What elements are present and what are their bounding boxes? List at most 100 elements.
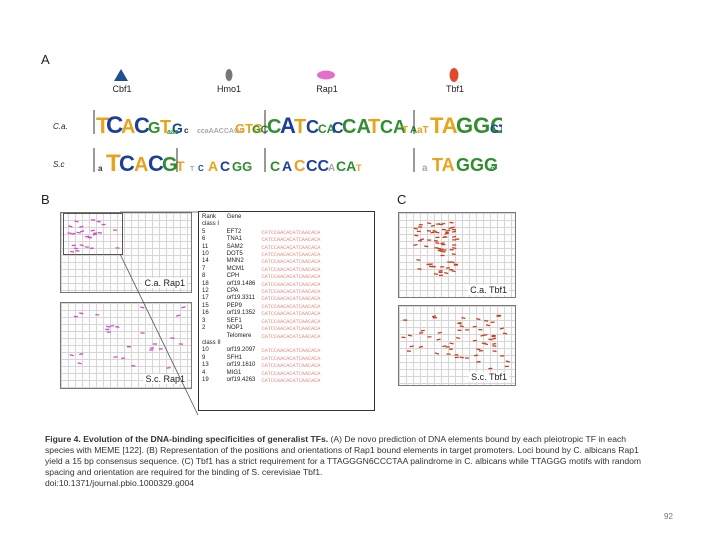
table-cell-seq: CATCCAACACATCAACACA xyxy=(261,251,321,259)
svg-text:CA: CA xyxy=(336,158,356,174)
svg-text:aac: aac xyxy=(167,129,179,136)
site-mark xyxy=(413,243,418,247)
table-row: 2 NOP1 CATCCAACACATCAACACA xyxy=(199,325,323,332)
table-cell-seq: CATCCAACACATCAACACA xyxy=(261,295,321,303)
site-mark xyxy=(71,232,76,235)
table-row: 16 orf19.1352 CATCCAACACATCAACACA xyxy=(199,310,323,317)
svg-text:T: T xyxy=(190,166,195,173)
site-mark xyxy=(479,349,484,352)
svg-text:CA: CA xyxy=(380,117,406,137)
grid-label-ca-tbf1: C.a. Tbf1 xyxy=(468,285,509,295)
grid-sc-tbf1: S.c. Tbf1 xyxy=(398,305,516,386)
svg-text:C: C xyxy=(332,120,344,137)
table-cell-rank: 17 xyxy=(202,295,209,302)
site-mark xyxy=(79,352,84,356)
site-mark xyxy=(115,325,120,328)
table-row: 4 MIG1 CATCCAACACATCAACACA xyxy=(199,370,323,377)
table-cell-seq: CATCCAACACATCAACACA xyxy=(261,236,321,244)
site-mark xyxy=(476,318,481,321)
site-mark xyxy=(459,325,464,328)
site-mark xyxy=(444,271,449,275)
site-mark xyxy=(491,337,497,340)
table-cell-rank: 5 xyxy=(202,228,206,235)
table-cell-rank: 14 xyxy=(202,258,209,265)
table-cell-seq: CATCCAACACATCAACACA xyxy=(261,310,321,318)
site-mark xyxy=(413,227,418,230)
tf-label-tbf1: Tbf1 xyxy=(445,84,464,94)
rap1-ellipse-icon xyxy=(317,70,335,80)
svg-text:T: T xyxy=(106,150,121,177)
site-mark xyxy=(407,334,413,337)
site-mark xyxy=(433,273,439,276)
table-row: 5 EFT2 CATCCAACACATCAACACA xyxy=(199,229,323,236)
table-cell-gene: orf19.1610 xyxy=(226,362,256,369)
svg-text:A: A xyxy=(280,113,296,138)
table-cell-rank: 3 xyxy=(202,317,206,324)
tf-label-cbf1: Cbf1 xyxy=(112,84,132,94)
table-cell-seq: CATCCAACACATCAACACA xyxy=(261,354,321,362)
svg-text:C: C xyxy=(198,164,204,173)
svg-text:ccaAACCAGG: ccaAACCAGG xyxy=(197,128,245,135)
table-cell-seq: CATCCAACACATCAACACA xyxy=(261,362,321,370)
site-mark xyxy=(79,225,84,228)
table-header-rank: Rank xyxy=(202,214,217,220)
site-mark xyxy=(68,225,73,228)
site-mark xyxy=(416,259,421,262)
table-class-1: class I xyxy=(202,221,220,228)
table-cell-rank: 18 xyxy=(202,280,209,287)
site-mark xyxy=(140,306,145,309)
table-cell-gene: SEF1 xyxy=(226,317,242,324)
svg-text:C: C xyxy=(294,158,306,175)
site-mark xyxy=(437,331,442,334)
table-cell-gene: MIG1 xyxy=(226,369,242,376)
svg-text:GGG: GGG xyxy=(456,155,498,175)
hmo1-ellipse-icon xyxy=(225,69,233,81)
svg-text:c: c xyxy=(490,164,495,173)
site-mark xyxy=(166,366,171,369)
site-mark xyxy=(473,354,479,357)
table-cell-rank: 16 xyxy=(202,310,209,317)
svg-text:C: C xyxy=(148,151,164,176)
table-cell-seq: CATCCAACACATCAACACA xyxy=(261,317,321,325)
table-row: 3 SEF1 CATCCAACACATCAACACA xyxy=(199,318,323,325)
site-mark xyxy=(430,231,435,234)
grid-label-sc-tbf1: S.c. Tbf1 xyxy=(469,372,509,382)
svg-text:G: G xyxy=(172,120,183,136)
panel-c-letter: C xyxy=(397,192,407,207)
tbf1-ellipse-icon xyxy=(449,68,459,82)
svg-text:C: C xyxy=(306,117,319,137)
site-mark xyxy=(419,331,424,334)
table-cell-gene: TNA1 xyxy=(226,236,243,243)
site-mark xyxy=(449,342,454,345)
site-mark xyxy=(499,327,505,330)
table-cell-rank: 13 xyxy=(202,362,209,369)
svg-text:T: T xyxy=(176,158,185,174)
table-row: Telomere CATCCAACACATCAACACA xyxy=(199,333,323,340)
panel-a-letter: A xyxy=(41,52,50,67)
tf-label-hmo1: Hmo1 xyxy=(216,84,241,94)
table-cell-rank: 9 xyxy=(202,354,206,361)
site-mark xyxy=(476,360,481,363)
zoom-connector-lines xyxy=(119,211,199,416)
species-label-ca: C.a. xyxy=(53,122,68,131)
site-mark xyxy=(92,232,98,235)
site-mark xyxy=(437,249,442,252)
table-cell-gene: PEP9 xyxy=(226,302,243,309)
table-cell-gene: MNN2 xyxy=(226,258,244,265)
table-cell-rank: 4 xyxy=(202,369,206,376)
svg-text:T: T xyxy=(356,163,362,173)
figure-caption: Figure 4. Evolution of the DNA-binding s… xyxy=(45,434,645,489)
site-mark xyxy=(430,224,436,227)
tbf1-site-marks-ca xyxy=(413,221,460,277)
site-mark xyxy=(457,322,462,325)
svg-text:T: T xyxy=(368,116,380,138)
tbf1-site-marks-sc xyxy=(401,314,510,370)
svg-text:CC: CC xyxy=(306,158,330,175)
table-cell-gene: CPA xyxy=(226,288,239,295)
site-mark xyxy=(434,352,440,355)
svg-text:G: G xyxy=(148,120,160,137)
svg-text:TA: TA xyxy=(432,155,455,175)
table-header-gene: Gene xyxy=(226,214,242,220)
site-mark xyxy=(461,317,466,320)
svg-text:C: C xyxy=(220,158,230,174)
